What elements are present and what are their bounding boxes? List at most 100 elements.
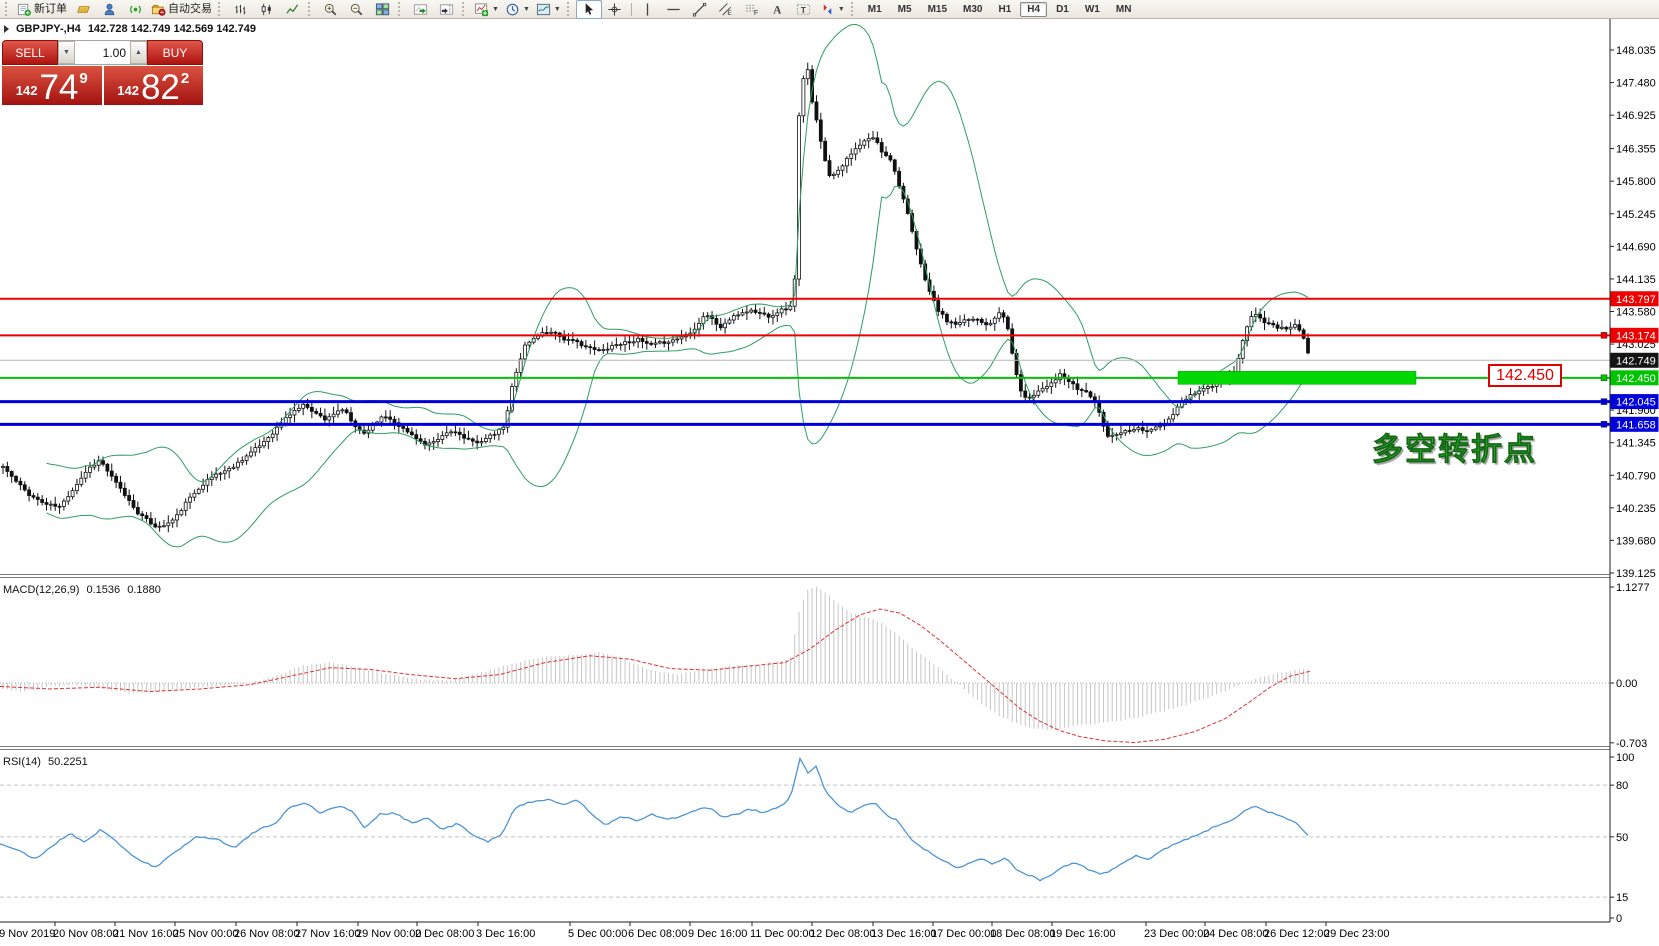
time-axis-label: 29 Nov 00:00 (356, 928, 421, 940)
level-anchor-marker (1600, 332, 1608, 339)
tile-windows-button[interactable] (369, 0, 395, 19)
templates-button[interactable]: ▼ (533, 0, 564, 19)
price-axis-tick-label: 139.125 (1616, 568, 1656, 580)
candle-body (331, 413, 336, 418)
candle-body (1210, 386, 1215, 388)
timeframe-button-m30[interactable]: M30 (963, 3, 983, 15)
line-chart-button[interactable] (279, 0, 305, 19)
candle-body (740, 312, 745, 316)
signals-button[interactable] (122, 0, 148, 19)
candle-body (544, 332, 549, 334)
volume-increase-button[interactable]: ▲ (130, 41, 147, 64)
crosshair-icon (608, 2, 621, 16)
indicators-button[interactable]: ▼ (471, 0, 502, 19)
candle-body (866, 138, 871, 142)
chevron-down-icon: ▼ (522, 5, 530, 13)
time-axis-label: 24 Dec 08:00 (1203, 928, 1268, 940)
candle-body (414, 434, 419, 440)
price-axis-tick-label: 139.680 (1616, 535, 1656, 547)
timeframe-button-w1[interactable]: W1 (1084, 3, 1100, 15)
candle-body (966, 319, 971, 321)
timeframe-button-m1[interactable]: M1 (867, 3, 882, 15)
volume-input[interactable] (75, 41, 130, 64)
horizontal-line-button[interactable] (661, 0, 687, 19)
zoom-out-icon (350, 3, 362, 15)
macd-main-value: 0.1536 (86, 584, 121, 596)
sell-price-button[interactable]: 142 74 9 (2, 66, 102, 105)
new-order-button[interactable]: 新订单 (14, 0, 70, 19)
cursor-button[interactable] (575, 0, 602, 19)
text-button[interactable]: A (765, 0, 791, 19)
candle-body (992, 317, 997, 324)
bollinger-upper-line (46, 23, 1309, 483)
timeframe-button-m15[interactable]: M15 (927, 3, 948, 15)
candle-body (1149, 428, 1154, 432)
navigator-button[interactable] (96, 0, 122, 19)
price-axis-tick-label: 148.035 (1616, 45, 1656, 57)
candle-body (1049, 382, 1054, 387)
rsi-axis-tick-label: 0 (1616, 913, 1622, 925)
buy-price-big: 82 (140, 68, 180, 107)
data-window-button[interactable] (70, 0, 96, 19)
zoom-in-button[interactable] (317, 0, 343, 19)
timeframe-button-d1[interactable]: D1 (1056, 3, 1069, 15)
candle-body (440, 435, 445, 440)
candle-body (945, 313, 949, 323)
candle-body (140, 513, 145, 517)
time-axis-label: 18 Dec 08:00 (990, 928, 1055, 940)
macd-histogram-series (2, 586, 1309, 730)
label-button[interactable]: T (791, 0, 817, 19)
candle-body (75, 484, 79, 492)
candle-body (784, 308, 788, 311)
chart-shift-button[interactable] (433, 0, 459, 19)
arrows-button[interactable]: ▼ (817, 0, 848, 19)
price-callout-box[interactable]: 142.450 (1488, 364, 1562, 387)
sell-button[interactable]: SELL (2, 40, 58, 65)
equidistant-channel-button[interactable]: E (713, 0, 739, 19)
candle-body (1197, 390, 1202, 395)
time-axis-label: 26 Nov 08:00 (234, 928, 299, 940)
toolbar-grip (5, 2, 11, 16)
volume-decrease-button[interactable]: ▼ (58, 41, 75, 64)
toolbar-grip (398, 2, 404, 16)
candlestick-chart-button[interactable] (253, 0, 279, 19)
fibonacci-button[interactable]: F (739, 0, 765, 19)
support-highlight-bar[interactable] (1177, 371, 1417, 385)
candle-body (122, 487, 127, 496)
candle-body (327, 416, 332, 421)
candle-body (301, 403, 306, 409)
label-icon: T (797, 3, 811, 14)
auto-trading-icon (151, 4, 166, 16)
candle-body (805, 69, 810, 80)
time-axis-label: 6 Dec 08:00 (628, 928, 687, 940)
rsi-axis-tick-label: 15 (1616, 892, 1628, 904)
turning-point-annotation[interactable]: 多空转折点 (1372, 432, 1537, 468)
buy-price-button[interactable]: 142 82 2 (103, 66, 203, 107)
timeframe-button-m5[interactable]: M5 (897, 3, 912, 15)
trendline-button[interactable] (687, 0, 713, 19)
vertical-line-button[interactable] (635, 0, 661, 19)
candle-body (475, 440, 480, 444)
crosshair-button[interactable] (602, 0, 628, 19)
candle-body (1140, 427, 1145, 432)
price-axis-tick-label: 145.800 (1616, 176, 1656, 188)
candle-body (492, 433, 497, 436)
timeframe-button-mn[interactable]: MN (1115, 3, 1132, 15)
auto-scroll-button[interactable] (407, 0, 433, 19)
buy-button[interactable]: BUY (147, 40, 203, 65)
candle-body (940, 310, 945, 315)
timeframe-button-h4[interactable]: H4 (1020, 1, 1048, 17)
symbol-marker-icon (4, 25, 9, 33)
candle-body (1058, 373, 1062, 381)
bar-chart-button[interactable] (227, 0, 253, 19)
periods-button[interactable]: ▼ (502, 0, 533, 19)
candle-body (1153, 426, 1158, 430)
auto-trading-button[interactable]: 自动交易 (148, 0, 215, 19)
zoom-out-button[interactable] (343, 0, 369, 19)
candle-body (1206, 386, 1210, 389)
candle-body (610, 345, 614, 350)
candlestick-chart-icon (261, 3, 271, 15)
timeframe-button-h1[interactable]: H1 (998, 3, 1012, 15)
candle-body (618, 344, 623, 346)
candle-body (40, 499, 45, 503)
